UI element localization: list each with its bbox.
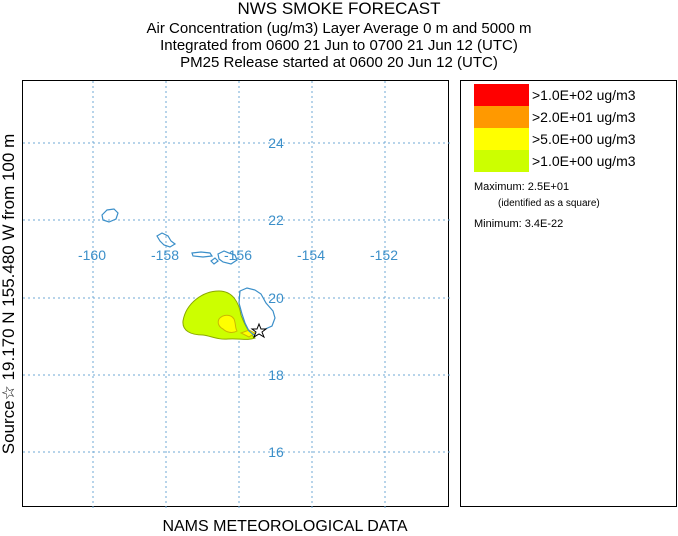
plume-tail <box>239 329 256 338</box>
legend-row-2: >2.0E+01 ug/m3 <box>474 106 636 128</box>
meteorological-data-label: NAMS METEOROLOGICAL DATA <box>162 518 408 535</box>
kauai-coast <box>101 208 119 223</box>
legend-label-2: >2.0E+01 ug/m3 <box>532 109 636 125</box>
integration-subtitle: Integrated from 0600 21 Jun to 0700 21 J… <box>160 37 518 54</box>
legend-swatch-red <box>474 84 529 106</box>
molokai-coast <box>191 251 214 258</box>
lat-label-20: 20 <box>268 290 284 306</box>
source-location-label: Source☆ 19.170 N 155.480 W from 100 m <box>0 133 18 455</box>
smoke-map: -160 -158 -156 -154 -152 24 22 20 18 16 <box>22 80 450 508</box>
plume-level-2 <box>217 314 238 333</box>
star-icon <box>250 322 268 339</box>
oahu-coast <box>156 232 177 248</box>
graticule <box>23 81 450 508</box>
lon-label-156: -156 <box>224 247 252 263</box>
lat-label-18: 18 <box>268 367 284 383</box>
lat-label-22: 22 <box>268 212 284 228</box>
legend-label-1: >1.0E+02 ug/m3 <box>532 87 636 103</box>
maximum-note: (identified as a square) <box>498 198 600 209</box>
maui-coast <box>217 250 238 265</box>
legend-swatch-orange <box>474 106 529 128</box>
plume-level-1 <box>182 290 256 340</box>
legend-row-1: >1.0E+02 ug/m3 <box>474 84 636 106</box>
legend-swatch-yellow <box>474 128 529 150</box>
concentration-legend: >1.0E+02 ug/m3 >2.0E+01 ug/m3 >5.0E+00 u… <box>460 80 677 507</box>
maximum-value: Maximum: 2.5E+01 <box>474 181 570 193</box>
lon-label-158: -158 <box>151 247 179 263</box>
lon-label-152: -152 <box>370 247 398 263</box>
lanai-coast <box>210 257 219 265</box>
lon-label-154: -154 <box>297 247 325 263</box>
forecast-title: NWS SMOKE FORECAST <box>237 0 441 18</box>
legend-row-4: >1.0E+00 ug/m3 <box>474 150 636 172</box>
hawaii-big-island-coast <box>238 287 276 336</box>
legend-label-4: >1.0E+00 ug/m3 <box>532 153 636 169</box>
legend-row-3: >5.0E+00 ug/m3 <box>474 128 636 150</box>
lat-label-24: 24 <box>268 135 284 151</box>
coastlines <box>101 208 276 336</box>
minimum-value: Minimum: 3.4E-22 <box>474 218 564 230</box>
legend-label-3: >5.0E+00 ug/m3 <box>532 131 636 147</box>
lon-label-160: -160 <box>78 247 106 263</box>
smoke-plume <box>182 290 256 340</box>
release-subtitle: PM25 Release started at 0600 20 Jun 12 (… <box>180 54 498 71</box>
map-canvas: -160 -158 -156 -154 -152 24 22 20 18 16 <box>23 81 450 508</box>
lat-label-16: 16 <box>268 444 284 460</box>
legend-swatch-lime <box>474 150 529 172</box>
concentration-subtitle: Air Concentration (ug/m3) Layer Average … <box>146 20 532 37</box>
